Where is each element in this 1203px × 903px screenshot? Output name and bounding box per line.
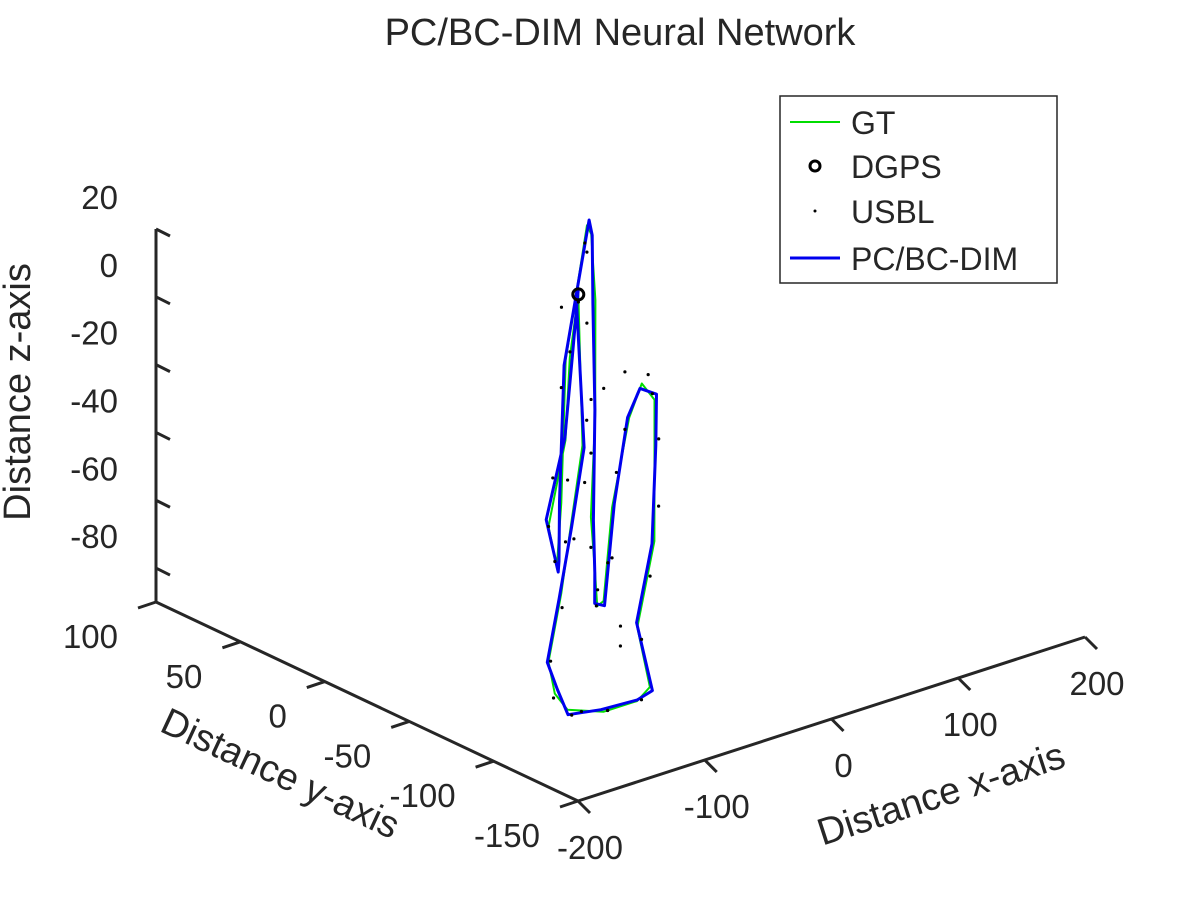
legend-box (779, 95, 1058, 284)
z-tick (155, 227, 171, 238)
series-usbl-point (559, 385, 563, 390)
series-usbl-point (606, 708, 610, 712)
series-usbl-point (610, 556, 614, 560)
series-usbl-point (596, 588, 600, 592)
series-usbl-point (585, 321, 589, 325)
x-tick-label: 0 (834, 747, 852, 784)
y-tick-label: -50 (323, 737, 371, 774)
series-usbl-point (553, 559, 557, 564)
y-tick-label: 0 (268, 698, 286, 735)
y-tick (137, 600, 157, 610)
series-usbl-point (614, 470, 618, 475)
y-tick (475, 759, 495, 769)
series-usbl-point (594, 604, 598, 608)
y-tick-label: 100 (63, 618, 118, 655)
series-usbl-point (648, 574, 652, 578)
series-usbl-point (549, 659, 553, 663)
z-tick (155, 566, 171, 577)
x-tick-label: -100 (684, 788, 750, 825)
series-usbl-point (583, 241, 587, 245)
series-usbl-point (572, 537, 576, 541)
series-usbl-point (646, 373, 650, 377)
y-tick (221, 640, 241, 650)
series-usbl-point (563, 540, 568, 544)
z-tick (155, 363, 171, 373)
z-tick-label: 0 (100, 247, 118, 284)
legend-usbl-swatch (813, 209, 817, 213)
x-tick (703, 758, 718, 774)
z-tick (155, 431, 171, 441)
x-tick (830, 717, 845, 733)
series-gt-line (547, 224, 656, 713)
chart-title: PC/BC-DIM Neural Network (385, 12, 857, 54)
series-usbl-point (606, 561, 610, 565)
series-usbl-point (650, 392, 654, 396)
ticks: -80-60-40-20020-150-100-50050100-200-100… (63, 179, 1125, 866)
series-usbl-point (623, 370, 627, 374)
series-usbl-point (639, 698, 644, 702)
legend: GT DGPS USBL PC/BC-DIM (779, 95, 1058, 284)
z-tick-label: 20 (81, 179, 118, 216)
y-tick-label: -150 (474, 817, 540, 854)
y-axis-line (155, 600, 579, 803)
legend-dgps-swatch (808, 159, 822, 173)
y-tick (390, 719, 410, 729)
series-usbl-point (546, 524, 551, 529)
x-tick-label: 200 (1069, 665, 1124, 702)
axes: -80-60-40-20020-150-100-50050100-200-100… (63, 179, 1125, 866)
series-usbl-point (618, 644, 623, 648)
z-tick (155, 295, 171, 306)
series-usbl-point (585, 418, 589, 422)
x-tick (957, 676, 972, 692)
series-usbl-point (566, 478, 570, 482)
x-tick-label: 100 (943, 706, 998, 743)
series-usbl-point (589, 397, 593, 402)
series-usbl-point (551, 696, 556, 700)
series-usbl-point (657, 437, 661, 441)
x-tick (576, 799, 592, 815)
series-pcbcdim-line (544, 218, 658, 717)
x-tick-label: -200 (557, 829, 623, 866)
plot-area (544, 218, 661, 717)
series-usbl-point (559, 305, 564, 309)
z-tick-label: -80 (70, 518, 118, 555)
series-dgps-marker (571, 287, 586, 302)
y-tick-label: 50 (166, 658, 203, 695)
series-usbl-point (568, 350, 572, 354)
legend-pcbcdim-label: PC/BC-DIM (851, 241, 1018, 277)
series-usbl-point (618, 624, 623, 628)
legend-gt-label: GT (851, 105, 895, 141)
series-usbl-point (560, 606, 564, 610)
z-tick-label: -60 (70, 450, 118, 487)
z-tick (155, 498, 171, 509)
y-tick (559, 799, 579, 809)
series-usbl-point (551, 476, 555, 480)
x-tick (1083, 635, 1099, 651)
z-axis-label: Distance z-axis (0, 263, 39, 521)
series-usbl-point (570, 713, 574, 717)
series-usbl-point (585, 250, 589, 254)
series-usbl-point (576, 300, 581, 304)
z-tick-label: -40 (70, 382, 118, 419)
series-usbl-point (639, 637, 644, 641)
z-tick-label: -20 (70, 315, 118, 352)
series-usbl-point (589, 545, 593, 550)
series-usbl-point (657, 504, 661, 508)
series-usbl-point (623, 427, 627, 431)
y-tick-label: -100 (390, 777, 456, 814)
legend-usbl-label: USBL (851, 194, 935, 230)
y-tick (306, 680, 326, 690)
series-usbl-point (602, 386, 606, 390)
legend-dgps-label: DGPS (851, 149, 942, 185)
series-usbl-point (583, 480, 587, 485)
series-usbl-point (579, 709, 584, 714)
series-usbl-point (589, 451, 593, 455)
